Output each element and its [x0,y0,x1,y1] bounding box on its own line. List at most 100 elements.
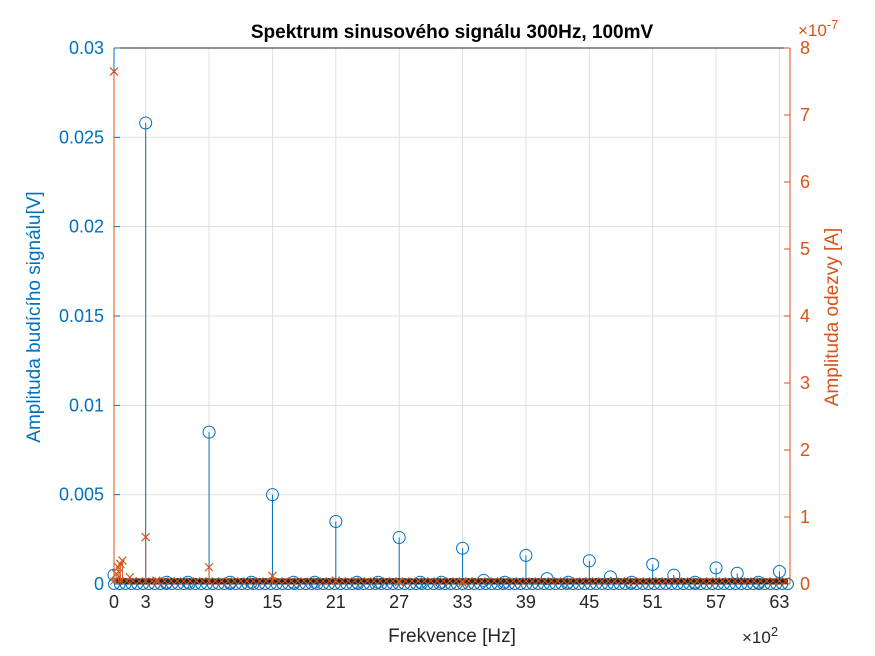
right-baseline-marker [255,577,264,585]
y-left-tick-label: 0.015 [59,306,104,326]
right-baseline-marker [287,577,296,585]
right-baseline-marker [395,577,404,585]
right-baseline-marker [135,577,144,585]
tick-labels: 0 3 9 15 21 27 33 39 45 51 57 6300.0050.010.0150.02… [59,38,810,612]
x-tick-label: 33 [453,592,473,612]
right-stem-marker [204,562,214,572]
right-baseline-marker [680,577,689,585]
right-baseline-marker [490,577,499,585]
right-exponent-base: ×10 [798,21,827,40]
left-stem-marker [456,541,470,555]
right-baseline-marker [300,577,308,585]
right-baseline-marker [439,577,448,585]
right-stem-marker [394,577,404,587]
right-baseline-marker [648,577,657,585]
right-baseline-marker [737,577,746,585]
x-tick-label: 3 [141,592,151,612]
right-baseline-marker [553,577,562,585]
x-axis-label: Frekvence [Hz] [388,626,516,647]
right-baseline-marker [274,577,283,585]
y-left-tick-label: 0.02 [69,217,104,237]
right-baseline-marker [585,577,594,585]
x-tick-label: 27 [389,592,409,612]
y-right-tick-label: 7 [800,105,810,125]
right-baseline-marker [693,577,701,585]
right-baseline-marker [319,577,327,585]
right-stem-marker [118,556,127,565]
right-exponent-power: -7 [827,17,839,32]
right-stem-marker [268,571,277,581]
right-baseline-marker [623,577,632,585]
right-baseline-marker [382,577,391,585]
right-baseline-marker [560,577,568,585]
right-baseline-marker [756,577,765,585]
x-tick-label: 15 [262,592,282,612]
right-baseline-marker [236,577,245,585]
x-tick-label: 0 [109,592,119,612]
x-tick-label: 9 [204,592,214,612]
right-baseline-marker [408,577,416,585]
right-baseline-marker [636,577,644,585]
right-baseline-marker [775,577,784,585]
right-baseline-marker [781,577,790,585]
right-stem-marker [109,67,119,76]
right-baseline-marker [312,577,321,585]
right-baseline-marker [667,577,676,585]
chart-title: Spektrum sinusového signálu 300Hz, 100mV [251,22,654,43]
y-left-tick-label: 0.01 [69,395,104,415]
right-baseline-marker [674,577,682,585]
right-baseline-marker [686,577,695,585]
right-stem-marker [331,576,341,586]
x-tick-label: 57 [706,592,726,612]
right-baseline-marker [167,577,175,585]
right-baseline-marker [179,577,188,585]
right-stem-marker [151,576,161,586]
left-stem-marker [202,425,216,439]
right-baseline-marker [458,577,467,585]
x-exponent-power: 2 [771,624,778,639]
y-right-tick-label: 0 [800,574,810,594]
right-baseline-marker [249,577,258,585]
right-baseline-marker [724,577,733,585]
left-stem-marker [329,514,343,528]
right-baseline-marker [262,577,270,585]
y-left-tick-label: 0.005 [59,485,104,505]
x-tick-label: 63 [769,592,789,612]
right-baseline-marker [414,577,423,585]
right-baseline-marker [642,577,651,585]
right-baseline-marker [731,577,739,585]
right-baseline-marker [699,577,708,585]
right-stem-marker [111,569,121,579]
right-baseline-marker [617,577,625,585]
right-baseline-marker [357,577,366,585]
right-baseline-marker [496,577,505,585]
right-baseline-marker [217,577,226,585]
series-left [107,116,794,590]
x-tick-label: 39 [516,592,536,612]
right-baseline-marker [471,577,480,585]
right-baseline-marker [547,577,556,585]
right-baseline-marker [712,577,720,585]
right-baseline-marker [522,577,530,585]
y-axis-left-label: Amplituda budícího signálu[V] [24,191,45,442]
y-left-tick-label: 0 [94,574,104,594]
y-right-tick-label: 5 [800,239,810,259]
right-baseline-marker [446,577,454,585]
right-baseline-marker [186,577,194,585]
left-stem-marker [265,488,279,502]
right-baseline-marker [762,577,771,585]
right-baseline-marker [769,577,777,585]
x-tick-label: 45 [579,592,599,612]
y-axis-right-label: Amplituda odezvy [A] [822,228,843,406]
series-right [109,67,790,588]
right-baseline-marker [572,577,581,585]
right-baseline-marker [515,577,524,585]
right-baseline-marker [376,577,385,585]
y-right-tick-label: 1 [800,507,810,527]
right-baseline-marker [420,577,429,585]
right-baseline-marker [344,577,353,585]
y-right-tick-label: 4 [800,306,810,326]
left-stem-marker [139,116,153,130]
right-baseline-marker [477,577,486,585]
